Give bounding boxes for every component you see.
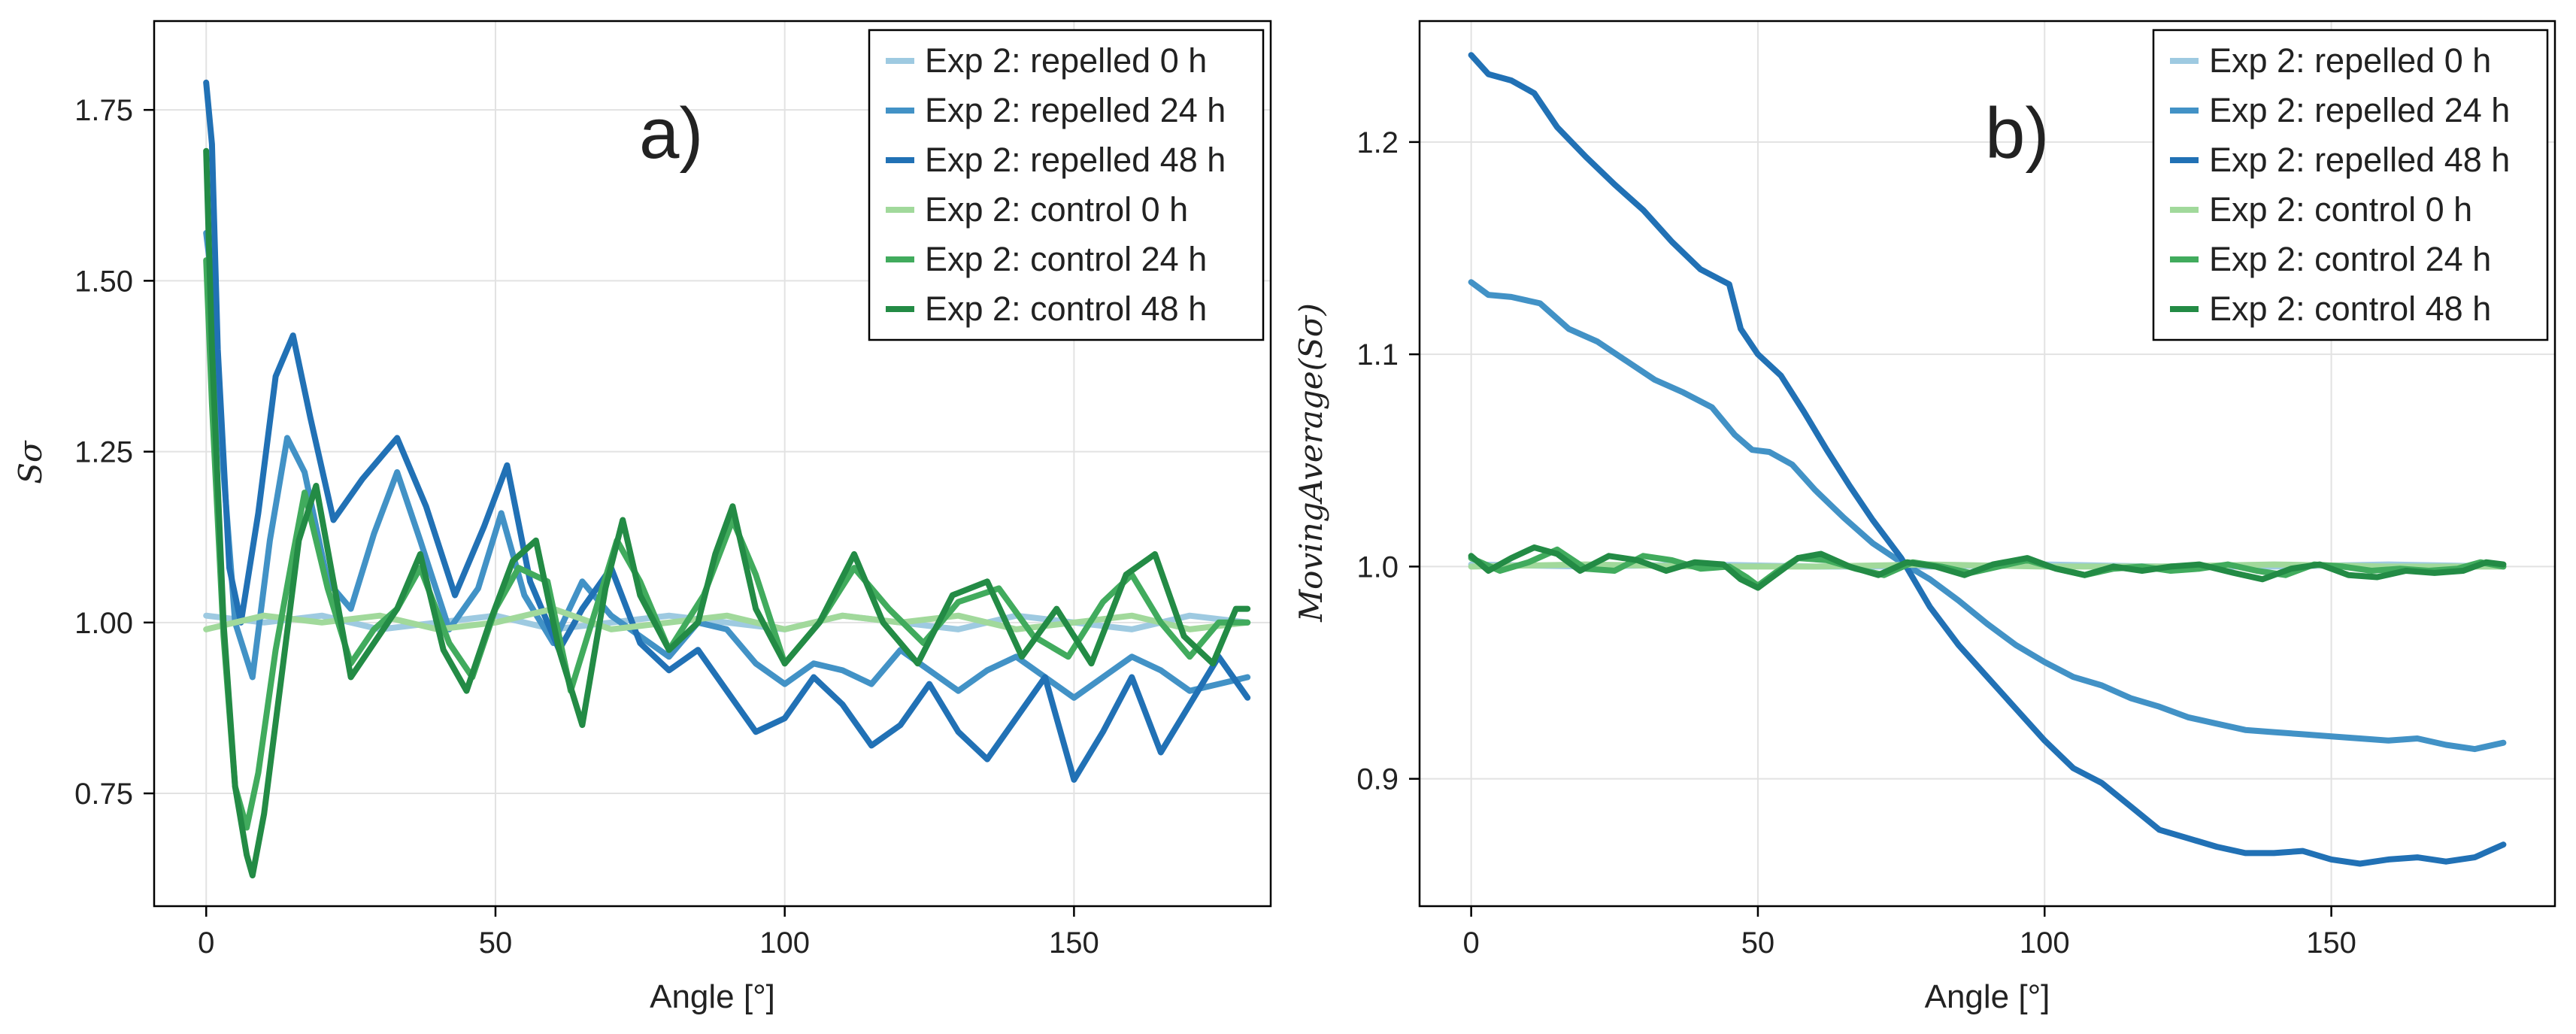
p0-plot-frame (153, 20, 1272, 908)
p0-panel-label: a) (639, 93, 703, 174)
p0-x-tick-label-3: 150 (1049, 926, 1099, 960)
p1-x-tick-label-0: 0 (1463, 926, 1480, 960)
p1-legend-entry-0: Exp 2: repelled 0 h (2209, 41, 2491, 80)
p0-legend-entry-3: Exp 2: control 0 h (925, 190, 1188, 229)
p0-legend-entry-0: Exp 2: repelled 0 h (925, 41, 1207, 80)
p1-x-tick-label-1: 50 (1741, 926, 1775, 960)
p0-x-tick-label-0: 0 (198, 926, 214, 960)
p1-panel-label: b) (1985, 93, 2049, 174)
p0-legend-entry-1: Exp 2: repelled 24 h (925, 91, 1226, 129)
p0-y-tick-label-1: 1.00 (74, 607, 133, 640)
p0-series-line-5 (203, 147, 1251, 879)
p0-x-axis-label: Angle [°] (650, 978, 775, 1015)
p0-series-line-3 (203, 605, 1251, 632)
p0-legend: Exp 2: repelled 0 h Exp 2: repelled 24 h E… (868, 29, 1265, 341)
p1-legend-entry-1: Exp 2: repelled 24 h (2209, 91, 2510, 129)
p0-x-tick-label-2: 100 (759, 926, 810, 960)
p1-y-axis-label: MovingAverage(Sσ) (1293, 303, 1329, 623)
p1-x-tick-label-3: 150 (2306, 926, 2356, 960)
p0-series-line-1 (203, 229, 1251, 701)
p1-y-tick-label-3: 1.2 (1356, 126, 1399, 159)
p1-plot-frame (1418, 20, 2556, 908)
p0-x-tick-label-1: 50 (479, 926, 513, 960)
p1-legend-entry-4: Exp 2: control 24 h (2209, 240, 2491, 278)
p0-y-tick-label-0: 0.75 (74, 778, 133, 811)
p1-x-tick-label-2: 100 (2020, 926, 2070, 960)
p0-legend-entry-2: Exp 2: repelled 48 h (925, 141, 1226, 179)
p1-y-tick-label-2: 1.1 (1356, 338, 1399, 371)
p1-legend-entry-2: Exp 2: repelled 48 h (2209, 141, 2510, 179)
p1-series-line-1 (1468, 279, 2507, 753)
p0-legend-entry-4: Exp 2: control 24 h (925, 240, 1207, 278)
p0-legend-entry-5: Exp 2: control 48 h (925, 290, 1207, 328)
p1-series-line-5 (1468, 544, 2507, 591)
panel-a: 0 50 100 150 0.75 1.00 1.25 1.50 1.75 Angle [°] Sσ… (12, 20, 1272, 1015)
p1-series-line-2 (1468, 52, 2507, 867)
p0-y-tick-label-4: 1.75 (74, 94, 133, 127)
p0-y-axis-label: Sσ (12, 440, 49, 484)
p0-legend-box (868, 29, 1265, 341)
p1-legend-entry-3: Exp 2: control 0 h (2209, 190, 2472, 229)
p1-y-tick-label-1: 1.0 (1356, 550, 1399, 584)
p1-legend-entry-5: Exp 2: control 48 h (2209, 290, 2491, 328)
p0-y-tick-label-2: 1.25 (74, 436, 133, 469)
p0-y-tick-label-3: 1.50 (74, 265, 133, 298)
p1-y-tick-label-0: 0.9 (1356, 763, 1399, 796)
p0-series-line-2 (203, 79, 1251, 783)
panel-b: 0 50 100 150 0.9 1.0 1.1 1.2 Angle [°] MovingAver… (1293, 20, 2556, 1015)
p1-legend: Exp 2: repelled 0 h Exp 2: repelled 24 h E… (2152, 29, 2549, 341)
p1-legend-box (2152, 29, 2549, 341)
p0-series-line-4 (203, 257, 1251, 831)
p1-x-axis-label: Angle [°] (1925, 978, 2050, 1015)
